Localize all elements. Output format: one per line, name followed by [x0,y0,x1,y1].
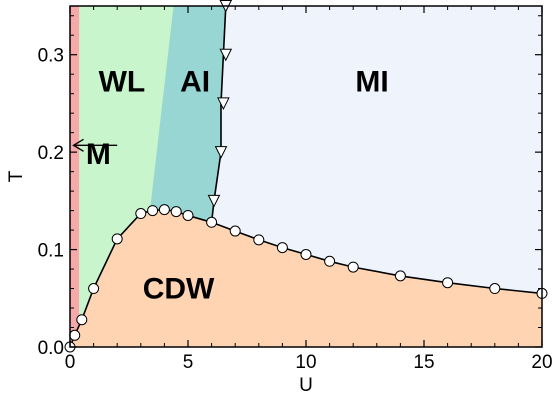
circle-marker [253,234,265,246]
region-label-m: M [86,138,111,171]
triangle-marker [214,146,228,159]
circle-marker [88,283,100,295]
region-label-wl: WL [99,66,146,99]
region-label-cdw: CDW [143,272,215,305]
y-axis-label: T [6,170,27,182]
phase-regions [69,5,543,348]
triangle-marker [219,48,233,62]
circle-marker [300,248,312,260]
x-tick-label: 15 [413,352,434,373]
circle-marker [135,208,147,220]
triangle-marker [207,194,221,208]
circle-marker [347,261,359,273]
circle-marker [182,209,194,221]
circle-marker [394,270,406,282]
circle-marker [229,225,241,237]
arrow-head [72,138,84,152]
triangle-marker [217,97,230,111]
circle-marker [324,255,336,267]
region-label-mi: MI [355,66,388,99]
circle-marker [158,204,170,216]
circle-marker [170,206,182,218]
y-tick-label: 0.1 [38,241,64,262]
axis-ticks: 0 5 10 15 20 0.0 0.1 0.2 0.3 [38,6,553,373]
region-m [69,5,80,348]
circle-marker [111,233,123,245]
x-tick-label: 0 [65,352,76,373]
y-tick-label: 0.2 [38,143,64,164]
circle-marker [147,205,159,217]
circle-marker [489,283,501,295]
circle-marker [276,242,288,254]
x-tick-label: 20 [531,352,552,373]
x-axis-label: U [299,375,313,396]
y-tick-label: 0.3 [38,46,64,67]
annotations [72,138,118,152]
circle-marker [76,314,88,326]
region-label-ai: AI [180,66,210,99]
x-tick-label: 5 [183,352,194,373]
circle-marker [206,216,218,228]
region-labels: M WL AI MI CDW [86,66,389,306]
circle-marker [69,329,81,341]
x-tick-label: 10 [295,352,316,373]
circle-marker [442,277,454,289]
y-tick-label: 0.0 [38,338,64,359]
